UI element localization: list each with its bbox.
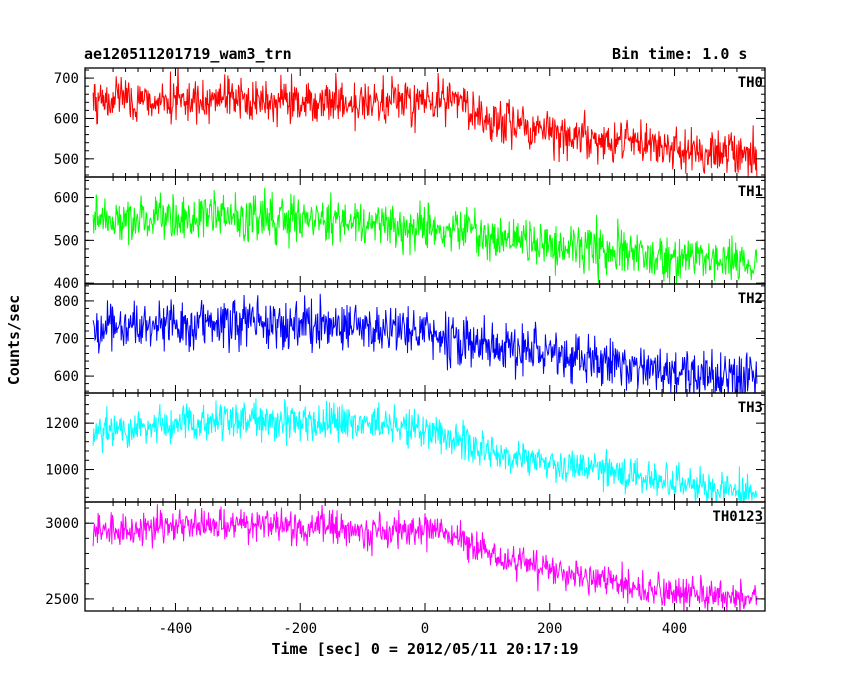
y-tick-label: 400 xyxy=(54,276,79,292)
y-tick-label: 600 xyxy=(54,369,79,385)
y-tick-label: 500 xyxy=(54,233,79,249)
y-tick-label: 800 xyxy=(54,294,79,310)
plot-title: ae120511201719_wam3_trn xyxy=(84,45,292,63)
x-tick-label: 0 xyxy=(421,621,429,637)
x-tick-label: 400 xyxy=(662,621,687,637)
panel-label-th0123: TH0123 xyxy=(712,509,763,525)
panel-label-th3: TH3 xyxy=(738,400,763,416)
series-th2-line xyxy=(92,293,758,393)
panel-label-th1: TH1 xyxy=(738,184,763,200)
y-tick-label: 2500 xyxy=(45,592,79,608)
series-th0-line xyxy=(92,68,758,177)
y-tick-label: 1200 xyxy=(45,416,79,432)
x-tick-label: -200 xyxy=(283,621,317,637)
bin-time-label: Bin time: 1.0 s xyxy=(612,45,748,63)
y-tick-label: 500 xyxy=(54,152,79,168)
x-tick-label: 200 xyxy=(537,621,562,637)
y-tick-label: 700 xyxy=(54,332,79,348)
series-th0123-line xyxy=(92,504,758,611)
x-tick-label: -400 xyxy=(159,621,193,637)
y-tick-label: 700 xyxy=(54,71,79,87)
y-tick-label: 600 xyxy=(54,191,79,207)
series-th1-line xyxy=(92,187,758,284)
y-tick-label: 1000 xyxy=(45,463,79,479)
x-axis-label: Time [sec] 0 = 2012/05/11 20:17:19 xyxy=(271,640,579,658)
series-th3-line xyxy=(92,398,758,502)
y-tick-label: 3000 xyxy=(45,516,79,532)
panel-label-th2: TH2 xyxy=(738,291,763,307)
panel-label-th0: TH0 xyxy=(738,75,763,91)
y-tick-label: 600 xyxy=(54,111,79,127)
